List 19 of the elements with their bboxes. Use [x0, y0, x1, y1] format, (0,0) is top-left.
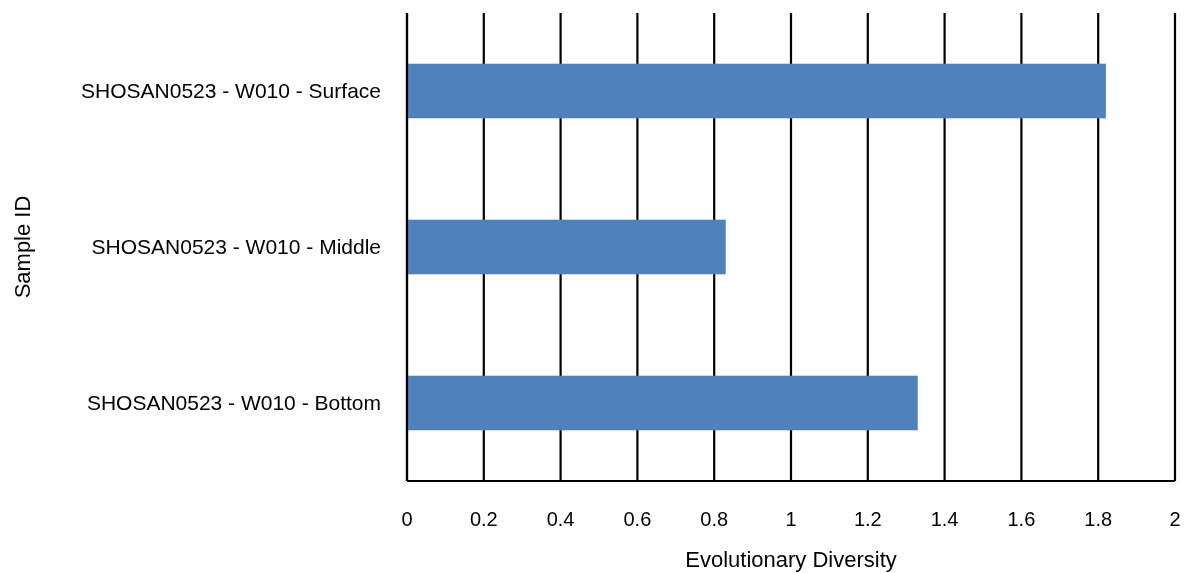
bar: [407, 219, 726, 275]
x-axis-title: Evolutionary Diversity: [685, 547, 897, 572]
y-tick-label: SHOSAN0523 - W010 - Surface: [81, 79, 381, 103]
x-tick-label: 2: [1169, 508, 1181, 530]
x-tick-label: 1.2: [853, 508, 882, 530]
x-tick-label: 0.6: [623, 508, 652, 530]
bar: [407, 63, 1106, 119]
y-axis-title: Sample ID: [10, 195, 35, 299]
bar: [407, 375, 918, 431]
y-tick-label: SHOSAN0523 - W010 - Middle: [91, 235, 381, 259]
x-tick-label: 1.4: [930, 508, 959, 530]
x-tick-label: 0.2: [469, 508, 498, 530]
x-tick-label: 0: [401, 508, 413, 530]
y-tick-label: SHOSAN0523 - W010 - Bottom: [86, 391, 381, 415]
x-tick-label: 1.6: [1007, 508, 1036, 530]
x-tick-label: 0.8: [700, 508, 729, 530]
x-tick-label: 0.4: [546, 508, 575, 530]
x-tick-label: 1: [785, 508, 797, 530]
x-tick-label: 1.8: [1084, 508, 1113, 530]
